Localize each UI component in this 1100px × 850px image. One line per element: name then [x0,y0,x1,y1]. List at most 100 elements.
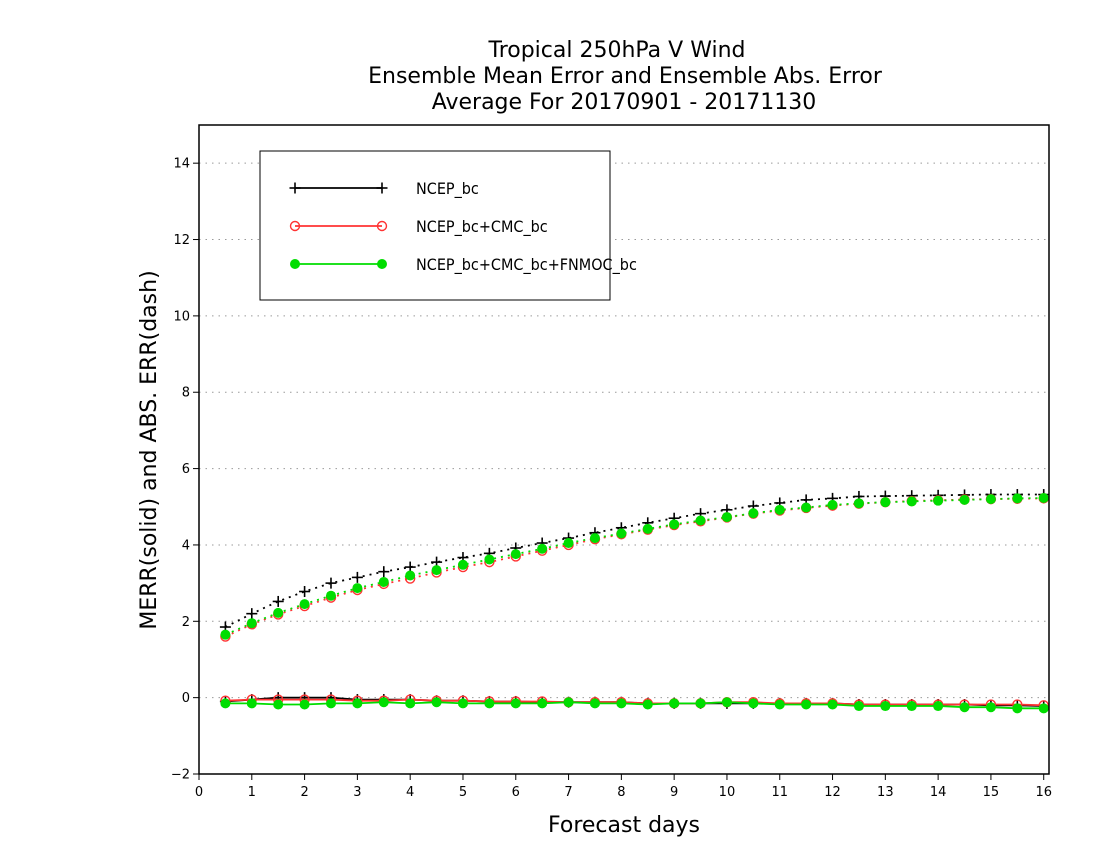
y-tick-label: 12 [173,233,190,248]
y-tick-label: 8 [182,386,190,401]
legend-label: NCEP_bc [416,179,479,199]
x-tick-label: 15 [983,785,1000,800]
abs-err-point [299,586,311,598]
merr-point [669,698,680,709]
y-tick-label: 4 [182,538,190,553]
abs-err-point [616,528,627,539]
title-line-1: Tropical 250hPa V Wind [487,38,745,63]
abs-err-point [906,496,917,507]
merr-point [563,697,574,708]
abs-err-point [774,504,785,515]
legend-item-2: NCEP_bc+CMC_bc+FNMOC_bc [290,255,637,275]
legend-item-1: NCEP_bc+CMC_bc [289,217,548,237]
merr-point [220,698,231,709]
x-tick-label: 4 [406,785,414,800]
abs-err-line [225,497,1044,636]
abs-err-point [669,519,680,530]
x-tick-label: 14 [930,785,947,800]
legend-item-0: NCEP_bc [289,179,479,199]
merr-point [378,697,389,708]
merr-point [1012,703,1023,714]
x-tick-label: 1 [248,785,256,800]
x-tick-label: 0 [195,785,203,800]
abs-err-point [510,549,521,560]
abs-err-point [748,508,759,519]
abs-err-point [378,576,389,587]
merr-point [695,698,706,709]
abs-err-point [457,559,468,570]
legend-marker [376,220,388,232]
merr-point [352,698,363,709]
merr-point [801,699,812,710]
abs-err-point [351,571,363,583]
merr-line [225,701,1044,710]
abs-err-point [325,590,336,601]
abs-err-point [246,608,258,620]
merr-point [985,702,996,713]
x-tick-label: 10 [719,785,736,800]
abs-err-point [933,495,944,506]
x-tick-label: 5 [459,785,467,800]
merr-point [774,699,785,710]
merr-point [405,698,416,709]
merr-point [589,698,600,709]
abs-err-point [853,498,864,509]
abs-err-point [880,497,891,508]
merr-point [880,701,891,712]
merr-point [457,698,468,709]
x-tick-label: 11 [771,785,788,800]
merr-point [827,699,838,710]
legend-marker [376,182,388,194]
merr-point [325,698,336,709]
merr-point [906,701,917,712]
legend-marker [377,259,387,269]
y-tick-label: 6 [182,462,190,477]
abs-err-point [721,512,732,523]
merr-point [299,699,310,710]
y-axis-label: MERR(solid) and ABS. ERR(dash) [137,270,162,629]
y-tick-label: 2 [182,615,190,630]
abs-err-point [563,538,574,549]
merr-point [853,701,864,712]
series-0 [219,489,1050,712]
x-tick-label: 13 [877,785,894,800]
x-tick-label: 9 [670,785,678,800]
merr-point [484,698,495,709]
abs-err-point [1038,492,1049,503]
merr-point [273,699,284,710]
series-2 [220,492,1049,714]
abs-err-point [325,577,337,589]
merr-point [721,697,732,708]
y-tick-label: 0 [182,691,190,706]
abs-err-point [378,566,390,578]
legend: NCEP_bc NCEP_bc+CMC_bc NCEP_bc+CMC_bc+FNMO… [259,150,637,301]
legend-marker [289,182,301,194]
abs-err-point [801,502,812,513]
chart-title: Tropical 250hPa V Wind Ensemble Mean Err… [368,38,883,115]
abs-err-point [352,583,363,594]
merr-point [537,698,548,709]
abs-err-point [272,595,284,607]
abs-err-point [431,565,442,576]
abs-err-point [695,515,706,526]
plot-frame [198,124,1050,775]
x-tick-label: 12 [824,785,841,800]
merr-point [616,698,627,709]
abs-err-point [220,629,231,640]
abs-err-point [1012,493,1023,504]
legend-marker [290,259,300,269]
x-tick-label: 2 [300,785,308,800]
merr-point [246,698,257,709]
abs-err-point [642,523,653,534]
x-axis-label: Forecast days [548,813,700,838]
merr-point [431,697,442,708]
abs-err-point [484,554,495,565]
abs-err-point [246,618,257,629]
abs-err-point [827,499,838,510]
abs-err-point [985,494,996,505]
y-tick-label: −2 [171,768,190,783]
title-line-2: Ensemble Mean Error and Ensemble Abs. Er… [368,64,883,89]
x-tick-label: 16 [1035,785,1052,800]
